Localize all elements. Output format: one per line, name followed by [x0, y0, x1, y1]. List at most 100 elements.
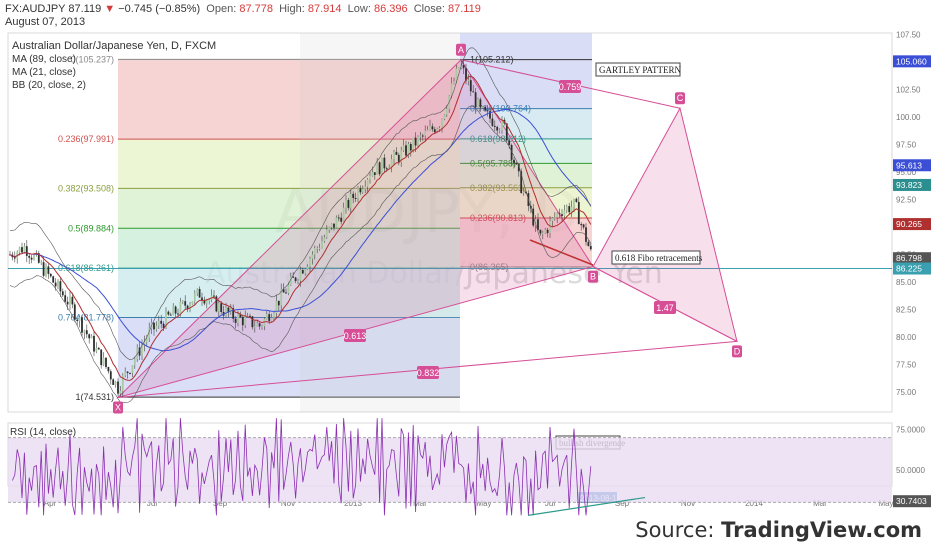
- candle-body: [289, 276, 292, 285]
- fib-right-label: 1(105.212): [470, 55, 514, 65]
- down-arrow-icon: ▼: [104, 3, 116, 15]
- fib-right-label: 0.764(100.764): [470, 104, 531, 114]
- fib-left-band: [118, 188, 460, 229]
- annotation-text: 0.618 Fibo retracements: [615, 253, 703, 263]
- candle-body: [361, 188, 364, 193]
- source-credit[interactable]: Source: TradingView.com: [635, 518, 922, 542]
- candle-body: [328, 227, 331, 230]
- candle-body: [333, 223, 335, 228]
- fib-right-label: 0.236(90.813): [470, 213, 526, 223]
- bb-upper: [9, 47, 592, 361]
- candle-body: [66, 301, 69, 305]
- candle-body: [561, 214, 563, 216]
- fib-right-label: 0(86.365): [470, 262, 509, 272]
- candle-body: [371, 172, 374, 177]
- pattern-point-x: X: [115, 403, 121, 413]
- candle-body: [18, 247, 21, 253]
- fib-right-label: 0.618(98.012): [470, 134, 526, 144]
- fib-left-label: 1(74.531): [75, 392, 114, 402]
- y-tick-label: 75.00: [896, 388, 917, 397]
- candle-body: [131, 365, 134, 373]
- candle-body: [321, 241, 323, 248]
- candle-body: [378, 162, 381, 175]
- legend-ma89[interactable]: MA (89, close): [12, 54, 76, 65]
- candle-body: [270, 317, 273, 322]
- candle-body: [217, 303, 220, 312]
- candle-body: [23, 246, 26, 253]
- candle-body: [510, 144, 513, 160]
- close-label: Close:: [413, 3, 445, 15]
- candle-body: [280, 289, 283, 306]
- candle-body: [186, 305, 189, 309]
- price-tag-bg: [893, 262, 931, 275]
- candle-body: [249, 315, 251, 317]
- candle-body: [25, 246, 28, 256]
- high-value: 87.914: [307, 3, 342, 15]
- rsi-tag-bg: [893, 495, 931, 508]
- candle-body: [450, 83, 453, 96]
- legend-ma21[interactable]: MA (21, close): [12, 67, 76, 78]
- candle-body: [268, 314, 271, 322]
- fib-right-top: [460, 33, 592, 60]
- candle-body: [306, 266, 309, 270]
- candle-body: [474, 92, 477, 108]
- price-tag-bg: [893, 252, 931, 265]
- candle-body: [481, 106, 484, 108]
- pattern-point-a: A: [458, 45, 464, 55]
- candle-body: [30, 257, 33, 260]
- source-brand: TradingView.com: [721, 518, 922, 542]
- candle-body: [318, 247, 321, 249]
- candle-body: [97, 347, 100, 350]
- candle-body: [573, 198, 575, 207]
- x-tick-label: 2013: [344, 499, 362, 508]
- candle-body: [402, 145, 405, 151]
- x-tick-label: May: [878, 499, 893, 508]
- annotation-box: [595, 62, 681, 77]
- candle-body: [37, 253, 40, 263]
- y-tick-label: 85.00: [896, 278, 917, 287]
- candle-body: [275, 300, 278, 314]
- y-tick-label: 102.50: [896, 86, 921, 95]
- candle-body: [385, 168, 388, 170]
- candle-body: [203, 300, 206, 304]
- pattern-point-b: B: [590, 272, 596, 282]
- price-tag: 86.798: [896, 253, 922, 263]
- candle-body: [167, 311, 170, 315]
- candle-body: [376, 162, 379, 176]
- candle-body: [198, 288, 201, 298]
- pattern-point-marker: [456, 43, 466, 56]
- ratio-tag: 0.613: [344, 331, 367, 341]
- candle-body: [570, 206, 573, 213]
- candle-body: [397, 154, 400, 162]
- candle-body: [373, 172, 376, 176]
- candle-body: [45, 266, 47, 276]
- open-label: Open:: [206, 3, 237, 15]
- candle-body: [580, 224, 583, 226]
- candle-body: [292, 276, 295, 278]
- candle-body: [553, 217, 556, 219]
- rsi-label[interactable]: RSI (14, close): [10, 427, 77, 438]
- candle-body: [145, 338, 148, 342]
- candle-body: [585, 227, 587, 242]
- candle-body: [33, 255, 35, 260]
- candle-body: [179, 301, 182, 315]
- candle-body: [213, 295, 215, 297]
- fib-right-label: 0.382(93.563): [470, 183, 526, 193]
- candle-body: [513, 159, 515, 164]
- candle-body: [227, 307, 230, 313]
- candle-body: [453, 81, 455, 84]
- candle-body: [563, 210, 566, 216]
- price-tag-bg: [893, 178, 931, 191]
- candle-body: [119, 390, 122, 394]
- legend-bb[interactable]: BB (20, close, 2): [12, 80, 86, 91]
- candle-body: [445, 108, 448, 115]
- candle-body: [64, 295, 67, 302]
- candle-body: [258, 323, 261, 327]
- candle-body: [424, 130, 427, 136]
- candle-body: [587, 241, 590, 247]
- candle-body: [414, 137, 417, 146]
- candle-body: [301, 269, 304, 274]
- candle-body: [112, 379, 115, 385]
- candle-body: [462, 64, 465, 69]
